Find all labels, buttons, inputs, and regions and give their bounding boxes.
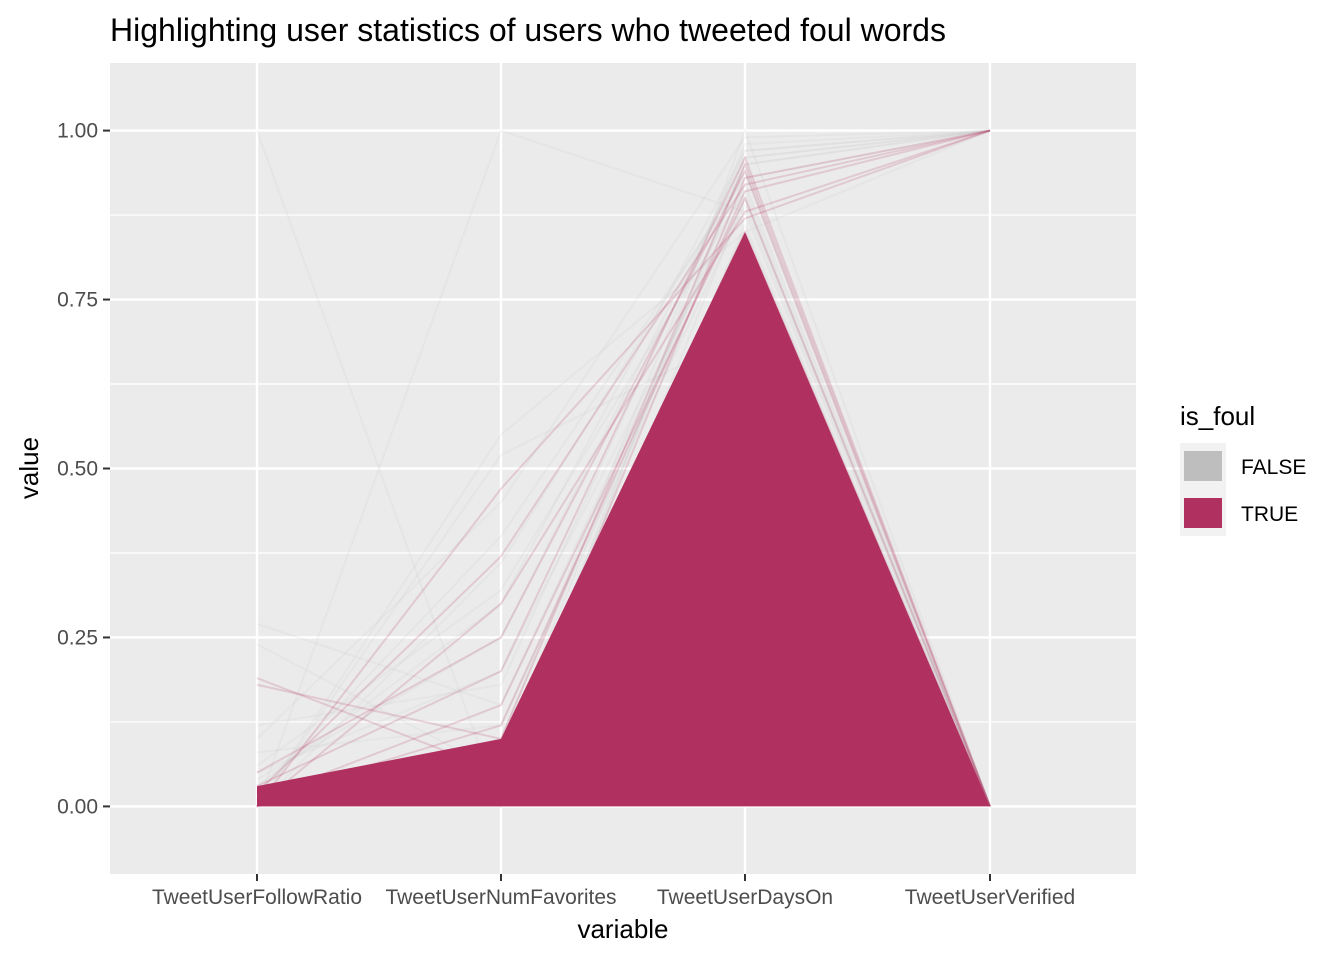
series-line-false xyxy=(256,129,991,775)
legend-swatch-false xyxy=(1184,451,1222,481)
y-tick-label: 0.50 xyxy=(57,458,98,481)
x-tick-label: TweetUserNumFavorites xyxy=(385,886,616,909)
series-line-true xyxy=(256,129,991,808)
legend-title: is_foul xyxy=(1180,401,1255,431)
series-line-false xyxy=(256,129,991,740)
y-axis: 0.00 0.25 0.50 0.75 1.00 xyxy=(57,120,110,818)
series-line-true xyxy=(256,129,991,808)
legend-label-true: TRUE xyxy=(1241,503,1298,526)
data-lines xyxy=(256,127,991,810)
y-tick-label: 0.00 xyxy=(57,795,98,818)
series-line-true xyxy=(256,155,991,807)
series-line-true xyxy=(256,129,991,794)
series-line-false xyxy=(256,189,991,807)
x-tick-label: TweetUserFollowRatio xyxy=(152,886,362,909)
series-line-true xyxy=(256,161,991,807)
series-line-true xyxy=(256,129,991,774)
series-line-false xyxy=(256,202,991,807)
series-line-false xyxy=(256,129,991,807)
y-tick-label: 1.00 xyxy=(57,120,98,143)
x-axis-title: variable xyxy=(577,914,668,944)
chart-title: Highlighting user statistics of users wh… xyxy=(110,12,946,48)
x-tick-label: TweetUserDaysOn xyxy=(657,886,833,909)
series-line-true xyxy=(256,168,991,807)
series-line-false xyxy=(256,129,991,781)
series-line-false xyxy=(256,129,991,807)
series-line-false xyxy=(256,182,991,807)
x-axis: TweetUserFollowRatio TweetUserNumFavorite… xyxy=(152,874,1075,909)
legend-swatch-true xyxy=(1184,498,1222,528)
series-line-false xyxy=(256,195,991,807)
x-tick-label: TweetUserVerified xyxy=(905,886,1075,909)
series-line-true xyxy=(256,195,991,807)
y-tick-label: 0.75 xyxy=(57,289,98,312)
series-line-false xyxy=(256,129,991,727)
y-axis-title: value xyxy=(14,437,44,499)
legend: is_foul FALSE TRUE xyxy=(1180,401,1306,536)
true-series-dense-band xyxy=(257,231,990,807)
series-line-false xyxy=(256,129,991,794)
legend-label-false: FALSE xyxy=(1241,456,1306,479)
y-tick-label: 0.25 xyxy=(57,626,98,649)
series-line-false xyxy=(256,168,991,808)
series-line-false xyxy=(256,129,991,787)
